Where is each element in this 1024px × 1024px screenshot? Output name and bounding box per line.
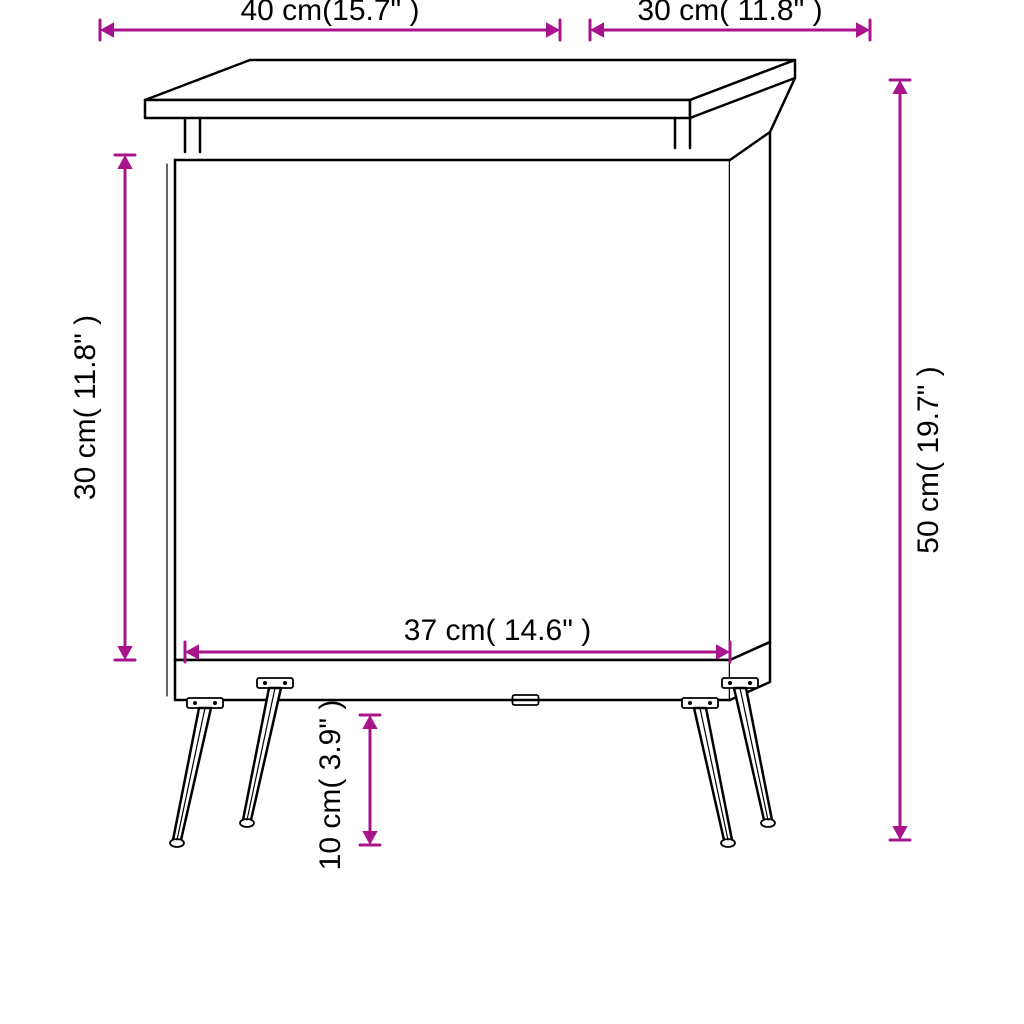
dim-label-height-right: 50 cm( 19.7" ): [912, 366, 945, 553]
dim-label-door-height: 30 cm( 11.8" ): [69, 315, 102, 500]
cabinet-outline: [145, 60, 795, 705]
dim-label-leg-height: 10 cm( 3.9" ): [314, 700, 347, 871]
dim-label-door-width: 37 cm( 14.6" ): [404, 614, 591, 647]
dim-label-depth-top: 30 cm( 11.8" ): [637, 0, 822, 27]
dim-label-width-top: 40 cm(15.7" ): [240, 0, 419, 27]
cabinet-legs: [170, 678, 775, 847]
